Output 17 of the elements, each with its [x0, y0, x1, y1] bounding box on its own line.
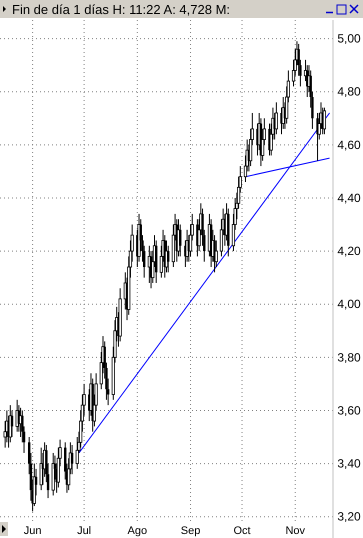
y-tick-label: 4,60	[337, 138, 361, 152]
x-tick-label: Jun	[24, 525, 42, 537]
y-tick-label: 4,20	[337, 244, 361, 258]
y-tick-label: 3,20	[337, 510, 361, 524]
y-tick-label: 3,60	[337, 403, 361, 418]
x-tick-label: Ago	[128, 525, 148, 537]
y-tick-label: 3,40	[337, 456, 361, 471]
y-tick-label: 3,80	[337, 350, 361, 364]
x-tick-label: Sep	[180, 525, 200, 537]
x-tick-label: Nov	[285, 525, 306, 537]
y-tick-label: 4,40	[337, 190, 361, 205]
y-tick-label: 5,00	[337, 32, 361, 46]
y-tick-label: 4,80	[337, 84, 361, 99]
x-tick-label: Jul	[77, 525, 92, 537]
y-tick-label: 4,00	[337, 297, 361, 312]
x-tick-label: Oct	[233, 525, 251, 537]
chart-title: Fin de día 1 días H: 11:22 A: 4,728 M:	[12, 2, 230, 17]
